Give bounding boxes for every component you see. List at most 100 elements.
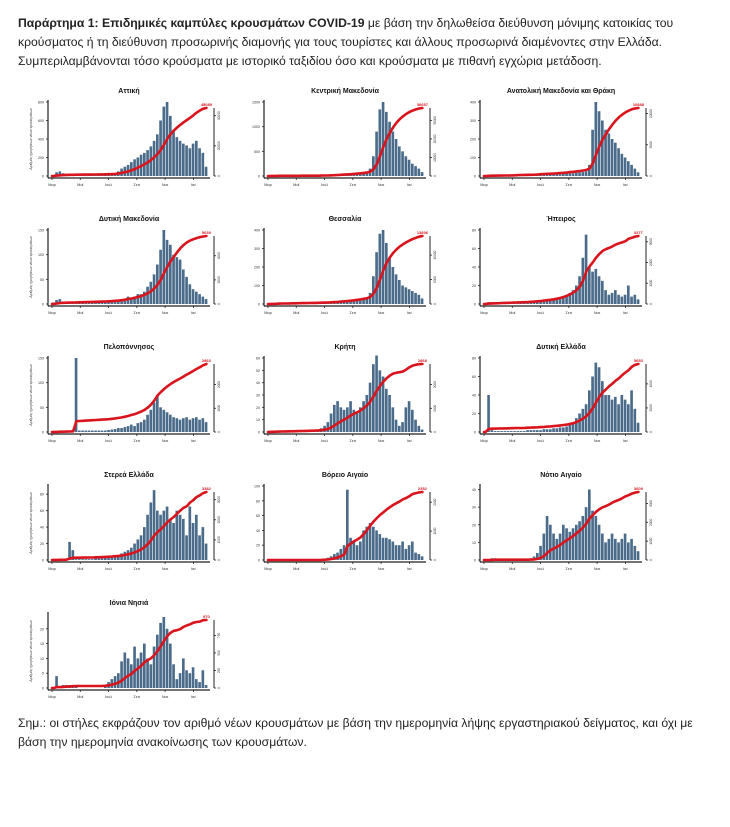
bar (195, 514, 198, 560)
bar (362, 299, 365, 304)
bar (607, 133, 611, 176)
bar (385, 388, 388, 432)
y-tick-label: 0 (258, 303, 260, 307)
bar (352, 300, 356, 304)
bar (604, 129, 607, 176)
right-y-tick-label: 0 (433, 559, 437, 561)
bar (398, 545, 401, 560)
x-tick-label: Νοε (162, 183, 169, 187)
cumulative-end-label: 45089 (201, 102, 213, 107)
chart-1: Αττική 0 200 400 600 800 Αριθμός ημερήσιων νέω… (18, 84, 236, 208)
bar (381, 102, 385, 176)
bar (362, 530, 365, 560)
bar (407, 401, 411, 432)
y-tick-label: 200 (470, 138, 476, 142)
x-tick-label: Ιουλ (321, 183, 328, 187)
bar (552, 300, 555, 304)
right-y-tick-label: 30000 (433, 116, 437, 125)
bar (614, 142, 617, 176)
bar (398, 279, 401, 304)
bar (558, 173, 562, 176)
x-tick-label: Ιαν (623, 567, 628, 571)
x-tick-label: Μαρ (48, 311, 56, 315)
bar (107, 302, 110, 304)
x-tick-label: Ιαν (191, 439, 196, 443)
bar (359, 407, 362, 432)
bar (411, 409, 414, 432)
x-tick-label: Μαρ (48, 439, 56, 443)
bar (523, 431, 526, 432)
bar (87, 303, 91, 304)
y-tick-label: 5 (42, 672, 44, 676)
bar (581, 171, 585, 176)
y-tick-label: 400 (470, 101, 476, 105)
bar (185, 145, 188, 176)
x-tick-label: Σεπ (349, 183, 356, 187)
bar (175, 257, 179, 304)
right-y-tick-label: 10000 (649, 109, 653, 118)
y-tick-label: 300 (470, 119, 476, 123)
bar (614, 538, 617, 560)
cumulative-end-label: 2868 (418, 358, 428, 363)
bar (591, 271, 594, 304)
chart-title: Ήπειρος (546, 216, 576, 223)
bar (117, 428, 120, 432)
bar (188, 419, 192, 432)
right-y-tick-label: 20000 (217, 141, 221, 150)
bar (104, 302, 107, 304)
bar (339, 548, 343, 560)
y-tick-label: 800 (38, 101, 44, 105)
chart-title: Κρήτη (334, 344, 355, 351)
chart-11: Βόρειο Αιγαίο 0 20 40 60 80 100 Μαρ Μαϊ Ιουλ Σεπ Νο… (234, 468, 452, 592)
bar (581, 515, 585, 560)
bar (529, 430, 533, 432)
x-tick-label: Σεπ (349, 567, 356, 571)
bar (139, 652, 143, 688)
y-tick-label: 600 (38, 119, 44, 123)
bar (411, 163, 414, 176)
bar (539, 430, 542, 432)
intro-paragraph: Παράρτημα 1: Επιδημικές καμπύλες κρουσμά… (18, 14, 718, 71)
right-y-tick-label: 2000 (649, 519, 653, 526)
bar (188, 506, 192, 560)
bar (71, 550, 75, 560)
bar (536, 552, 539, 560)
x-tick-label: Μαϊ (293, 311, 299, 315)
bar (365, 526, 369, 560)
bar (568, 531, 572, 560)
x-tick-label: Σεπ (133, 567, 140, 571)
bar (159, 249, 162, 304)
bar (339, 407, 343, 432)
chart-title: Πελοπόννησος (104, 343, 155, 351)
bar (172, 417, 175, 432)
bar (149, 502, 153, 560)
cumulative-end-label: 5653 (634, 358, 644, 363)
bar (117, 673, 120, 688)
bar (123, 652, 127, 688)
bar (526, 303, 529, 304)
bar (555, 174, 559, 176)
y-tick-label: 1500 (252, 101, 260, 105)
right-y-tick-label: 3000 (649, 500, 653, 507)
bar (74, 358, 78, 432)
x-tick-label: Μαρ (48, 695, 56, 699)
bar (185, 276, 188, 304)
bar (175, 679, 179, 688)
x-tick-label: Μαϊ (77, 183, 83, 187)
bar (91, 559, 94, 560)
bar (113, 555, 117, 560)
x-tick-label: Μαρ (480, 439, 488, 443)
bar (584, 171, 588, 176)
bar (117, 301, 120, 304)
bar (97, 430, 101, 432)
bar (126, 658, 130, 688)
bar (490, 430, 494, 432)
y-tick-label: 60 (256, 357, 260, 361)
bar (610, 292, 614, 304)
bar (601, 280, 604, 304)
bar (110, 301, 114, 304)
bar (139, 422, 143, 432)
bar (165, 239, 169, 304)
bar (113, 301, 117, 304)
bar (610, 533, 614, 560)
